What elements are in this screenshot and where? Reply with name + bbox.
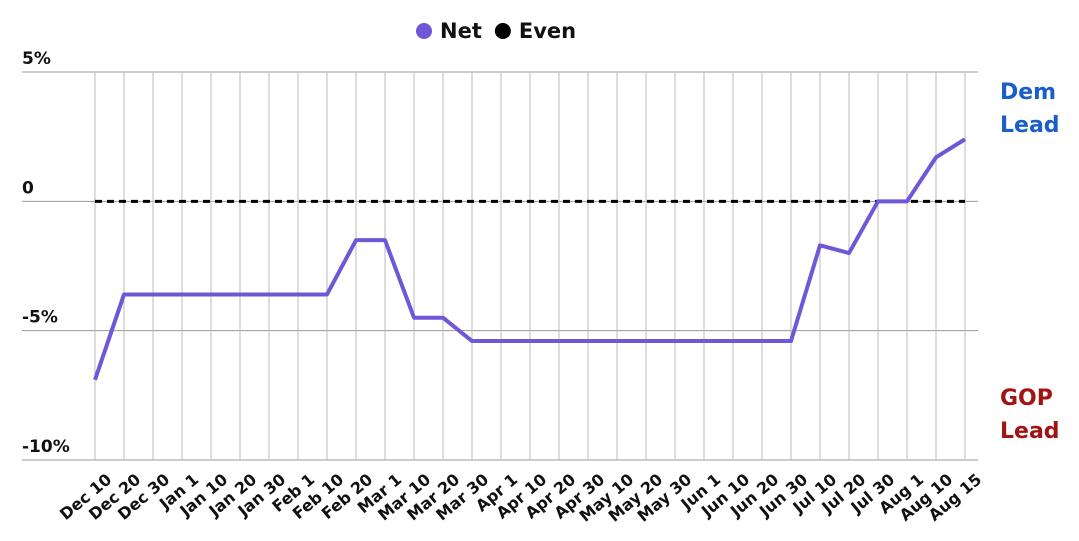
net-line [93, 137, 967, 381]
y-tick-label: 5% [22, 49, 51, 69]
y-tick-label: -5% [22, 308, 58, 328]
legend-label: Even [519, 19, 576, 43]
legend-marker [416, 23, 432, 39]
y-tick-label: 0 [22, 178, 34, 198]
y-tick-label: -10% [22, 437, 70, 457]
dem-lead-label: Dem Lead [1000, 80, 1060, 138]
legend-marker [494, 23, 511, 39]
legend-label: Net [440, 19, 482, 43]
gop-lead-label: GOP Lead [1000, 386, 1060, 444]
